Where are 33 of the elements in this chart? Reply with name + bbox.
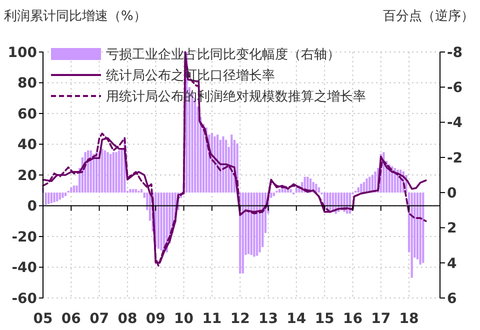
x-tick-label: 11: [202, 311, 222, 327]
x-tick-label: 18: [399, 311, 419, 327]
y2-tick-label: -4: [447, 115, 463, 132]
y-tick-label: 20: [18, 168, 38, 184]
x-tick-label: 05: [33, 311, 53, 327]
y-tick-label: 80: [18, 76, 38, 92]
x-tick-label: 13: [258, 311, 278, 327]
x-tick-label: 14: [286, 311, 306, 327]
x-tick-label: 16: [342, 311, 362, 327]
y2-tick-label: 6: [447, 290, 457, 307]
y2-tick-label: 4: [447, 256, 457, 272]
x-tick-label: 10: [174, 311, 194, 327]
y2-tick-label: -6: [447, 80, 463, 96]
x-tick-label: 17: [371, 311, 391, 327]
x-tick-label: 09: [146, 311, 166, 327]
y2-tick-label: 2: [447, 220, 457, 237]
y-tick-label: -20: [12, 229, 38, 246]
x-tick-label: 06: [61, 311, 81, 327]
x-tick-label: 08: [118, 311, 138, 327]
x-tick-label: 12: [230, 311, 250, 327]
y-axis-title: 利润累计同比增速（%）: [4, 9, 146, 24]
y-tick-label: 0: [27, 198, 38, 215]
y-tick-label: 100: [8, 44, 38, 61]
y-tick-label: 40: [18, 137, 38, 154]
y2-tick-label: -8: [447, 44, 463, 61]
y-tick-label: -60: [12, 290, 38, 307]
y-tick-label: -40: [12, 260, 38, 276]
y2-tick-label: 0: [447, 185, 457, 202]
y-tick-label: 60: [18, 106, 38, 122]
x-tick-label: 15: [314, 311, 334, 327]
x-tick-label: 07: [90, 311, 110, 327]
y2-tick-label: -2: [447, 150, 463, 166]
y2-axis-title: 百分点（逆序）: [383, 8, 474, 24]
